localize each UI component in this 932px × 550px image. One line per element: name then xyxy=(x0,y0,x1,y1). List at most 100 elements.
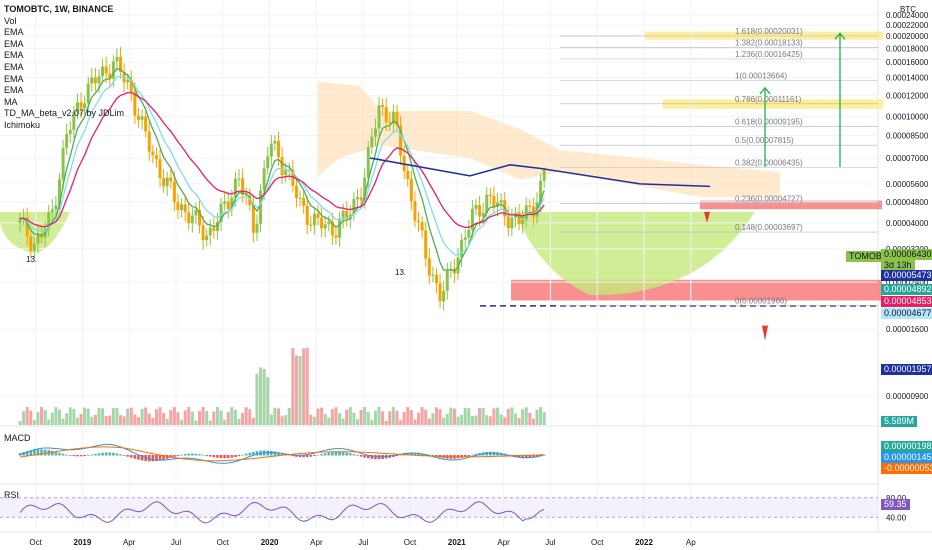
macd-histogram-bar xyxy=(427,454,431,456)
ichimoku-cloud xyxy=(318,81,780,198)
macd-histogram-bar xyxy=(29,450,33,456)
volume-bar xyxy=(133,414,137,425)
macd-histogram-bar xyxy=(341,452,345,456)
fib-level-label: 0.618(0.00009195) xyxy=(735,117,803,126)
macd-histogram-bar xyxy=(65,454,68,456)
candle-body xyxy=(25,217,29,237)
volume-bar xyxy=(215,407,219,425)
volume-bar xyxy=(409,410,413,425)
candle-body xyxy=(226,201,230,209)
indicator-ma[interactable]: MA xyxy=(4,96,18,107)
ema-medium-line xyxy=(19,75,545,256)
volume-bar xyxy=(284,415,288,425)
candle-body xyxy=(273,140,277,144)
volume-bar xyxy=(176,412,180,425)
volume-bar xyxy=(280,416,284,425)
indicator-ema-1[interactable]: EMA xyxy=(4,27,24,38)
macd-histogram-bar xyxy=(334,451,338,456)
candle-body xyxy=(327,221,331,225)
indicator-ema-2[interactable]: EMA xyxy=(4,38,24,49)
candle-body xyxy=(86,83,90,104)
macd-histogram-bar xyxy=(155,455,158,462)
macd-histogram-bar xyxy=(532,455,535,458)
volume-bar xyxy=(503,417,507,425)
volume-bar xyxy=(345,409,349,425)
volume-bar xyxy=(287,407,291,425)
volume-bar xyxy=(424,409,428,425)
price-tick-label: 0.00002400 xyxy=(886,278,929,287)
candle-body xyxy=(93,77,97,84)
candle-body xyxy=(316,213,320,218)
candle-body xyxy=(460,239,464,258)
volume-bar xyxy=(122,416,126,425)
volume-bar xyxy=(496,407,500,425)
volume-bar xyxy=(180,419,184,425)
candle-body xyxy=(136,115,140,120)
macd-histogram-bar xyxy=(76,455,79,457)
candle-body xyxy=(366,147,370,178)
macd-histogram-bar xyxy=(173,455,176,457)
candle-body xyxy=(18,218,22,223)
indicator-ema-4[interactable]: EMA xyxy=(4,61,24,72)
rsi-tick-label: 80.00 xyxy=(886,494,907,503)
price-tick-label: 0.00022000 xyxy=(886,21,929,30)
volume-bar xyxy=(29,410,33,425)
macd-histogram-bar xyxy=(352,454,356,456)
macd-pane-label[interactable]: MACD xyxy=(4,433,31,443)
volume-bar xyxy=(190,411,194,425)
volume-bar xyxy=(442,417,446,425)
macd-histogram-bar xyxy=(219,455,223,459)
countdown-badge: 3d 13h xyxy=(881,260,915,271)
macd-histogram-bar xyxy=(305,455,309,458)
volume-bar xyxy=(36,411,40,425)
candle-body xyxy=(255,223,259,233)
macd-histogram-bar xyxy=(176,455,180,456)
candle-body xyxy=(359,197,363,201)
volume-bar xyxy=(40,407,44,425)
volume-bar xyxy=(391,407,395,425)
macd-histogram-bar xyxy=(298,455,302,458)
rsi-pane-label[interactable]: RSI xyxy=(4,490,20,500)
volume-bar xyxy=(201,407,205,425)
volume-bar xyxy=(241,412,245,425)
candle-body xyxy=(194,210,198,216)
volume-bar xyxy=(531,418,535,425)
volume-bar xyxy=(320,407,324,425)
candle-body xyxy=(75,102,79,112)
candle-body xyxy=(205,235,209,241)
price-tick-label: 0.00012000 xyxy=(886,91,929,100)
volume-bar xyxy=(248,409,252,425)
candle-body xyxy=(61,147,65,180)
indicator-ema-3[interactable]: EMA xyxy=(4,50,24,61)
candle-body xyxy=(294,185,298,199)
volume-bar xyxy=(431,413,435,425)
volume-bar xyxy=(388,411,392,425)
indicator-ema-5[interactable]: EMA xyxy=(4,73,24,84)
indicator-ichimoku[interactable]: Ichimoku xyxy=(4,119,41,130)
volume-bar xyxy=(499,414,503,425)
indicator-vol[interactable]: Vol xyxy=(4,15,17,26)
volume-bar xyxy=(467,408,471,425)
candle-body xyxy=(72,111,76,130)
macd-histogram-bar xyxy=(115,453,119,456)
indicator-td-ma[interactable]: TD_MA_beta_v2.07 by JDLim xyxy=(4,108,125,119)
indicator-ema-6[interactable]: EMA xyxy=(4,85,24,96)
candle-body xyxy=(420,222,424,231)
volume-bar xyxy=(338,413,342,425)
macd-histogram-bar xyxy=(270,450,273,456)
candle-body xyxy=(524,205,528,220)
candle-body xyxy=(417,220,421,223)
candle-body xyxy=(187,212,191,224)
macd-histogram-bar xyxy=(198,454,201,456)
candle-body xyxy=(488,194,492,197)
candle-body xyxy=(409,179,413,202)
candle-body xyxy=(499,200,503,203)
volume-bar xyxy=(22,411,26,425)
macd-histogram-bar xyxy=(122,455,126,456)
macd-histogram-bar xyxy=(137,455,140,460)
volume-bar xyxy=(334,407,338,425)
macd-histogram-bar xyxy=(226,455,230,459)
target-arrow-mid-head xyxy=(759,86,771,95)
ema-c-badge: 0.00004853 xyxy=(881,296,932,307)
